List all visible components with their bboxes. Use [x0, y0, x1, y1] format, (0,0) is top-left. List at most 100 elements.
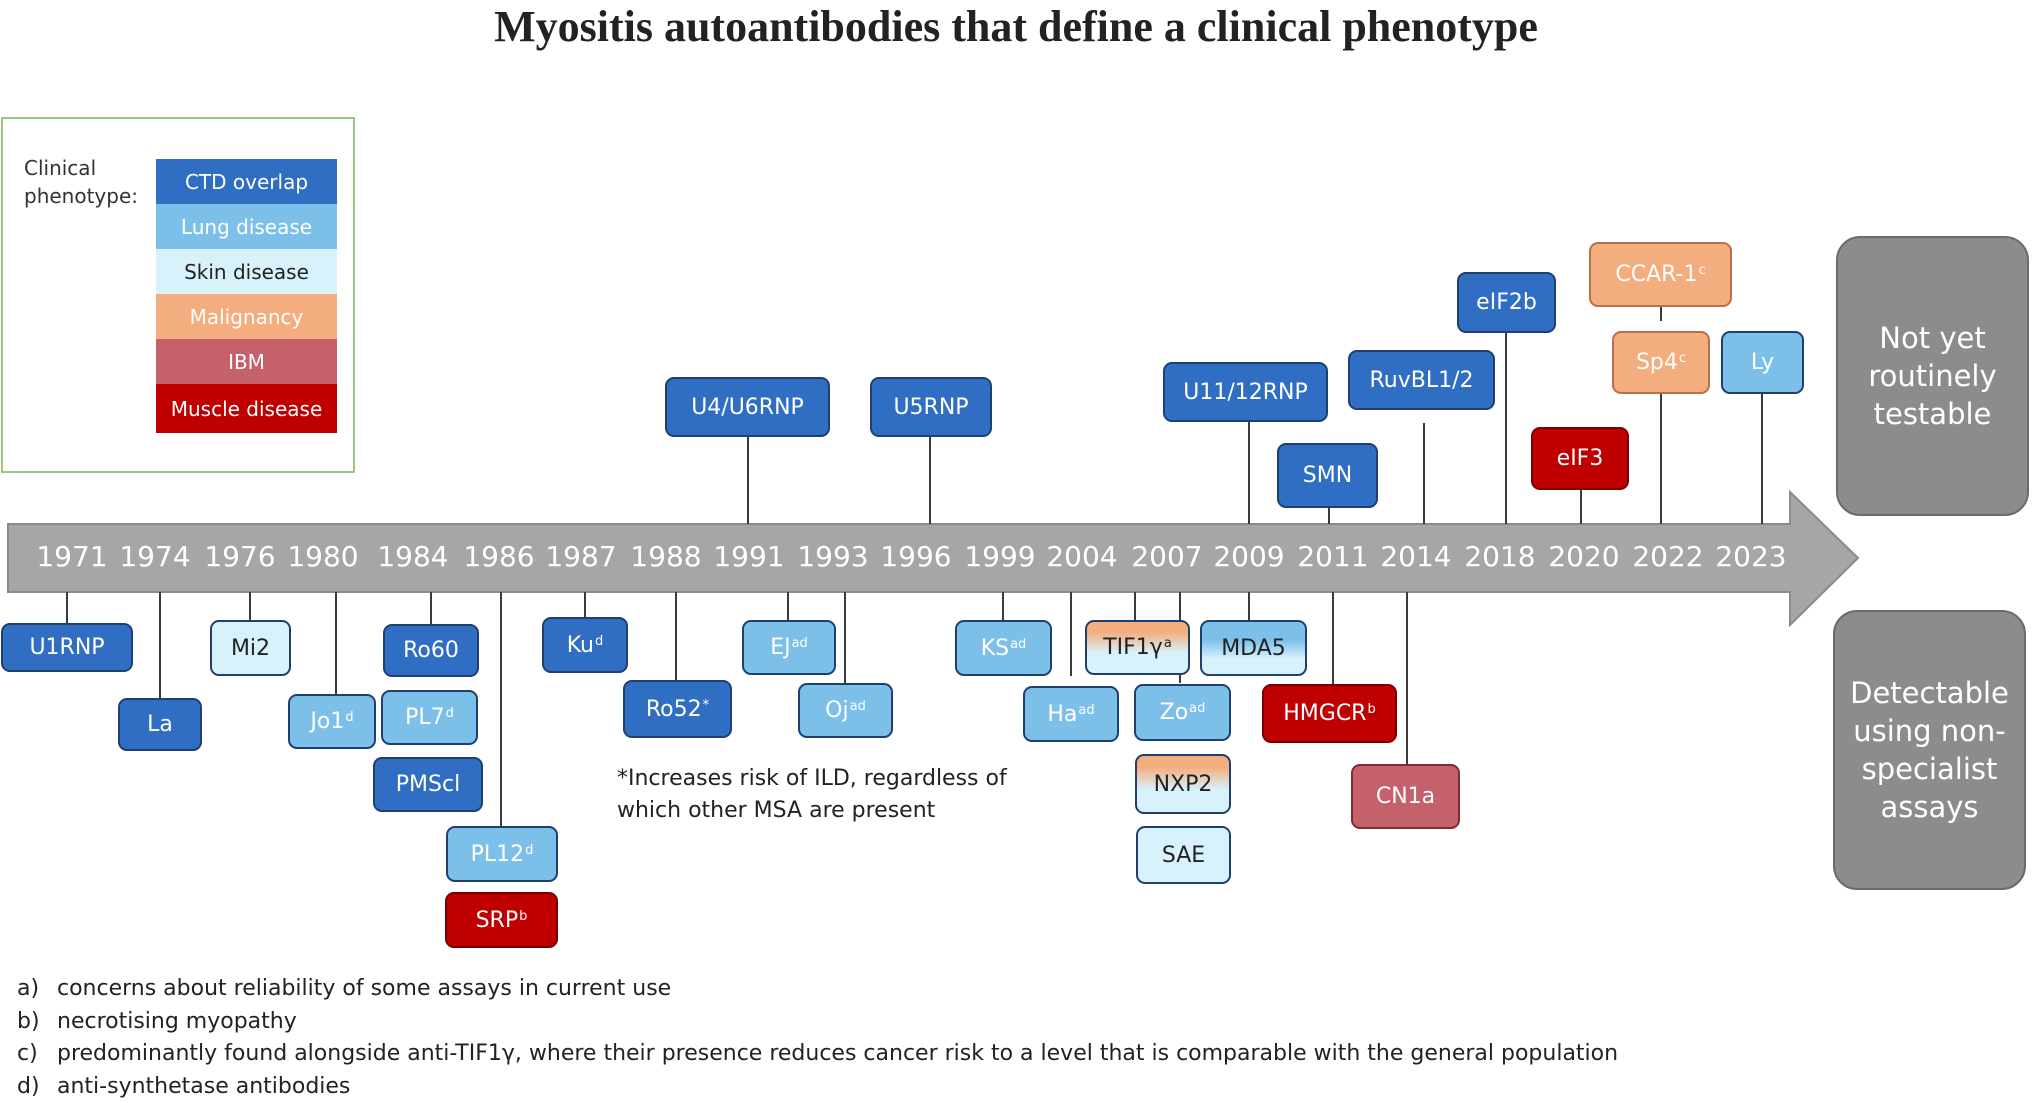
antibody-footnote-marker: c — [1698, 263, 1705, 278]
antibody-name: EJ — [770, 635, 790, 660]
antibody-footnote-marker: c — [1679, 351, 1686, 366]
antibody-footnote-marker: ad — [1189, 701, 1205, 716]
antibody-cn1a: CN1a — [1351, 764, 1460, 829]
antibody-footnote-marker: b — [519, 909, 527, 924]
antibody-name: eIF2b — [1476, 290, 1537, 315]
year-label: 1976 — [204, 540, 275, 573]
antibody-name: Ku — [567, 633, 594, 658]
antibody-nxp2: NXP2 — [1135, 754, 1231, 814]
antibody-eif3: eIF3 — [1531, 427, 1629, 490]
year-label: 1974 — [119, 540, 190, 573]
antibody-ruvbl12: RuvBL1/2 — [1348, 350, 1495, 410]
ro52-note: *Increases risk of ILD, regardless of wh… — [617, 763, 1007, 827]
year-label: 2020 — [1548, 540, 1619, 573]
antibody-footnote-marker: d — [345, 710, 353, 725]
antibody-footnote-marker: ad — [850, 699, 866, 714]
antibody-u5rnp: U5RNP — [870, 377, 992, 437]
year-label: 1988 — [630, 540, 701, 573]
footnotes: a)concerns about reliability of some ass… — [17, 973, 1618, 1103]
footnote-text: anti-synthetase antibodies — [57, 1074, 350, 1099]
antibody-name: U1RNP — [29, 635, 104, 660]
year-label: 1987 — [545, 540, 616, 573]
year-label: 1986 — [463, 540, 534, 573]
antibody-name: La — [147, 712, 173, 737]
footnote-text: predominantly found alongside anti-TIF1γ… — [57, 1041, 1618, 1066]
antibody-name: U4/U6RNP — [691, 395, 804, 420]
antibody-name: Ha — [1047, 702, 1077, 727]
antibody-sae: SAE — [1136, 826, 1231, 884]
antibody-mi2: Mi2 — [210, 620, 291, 676]
note-line: which other MSA are present — [617, 795, 1007, 827]
year-label: 2004 — [1046, 540, 1117, 573]
year-label: 2018 — [1464, 540, 1535, 573]
antibody-ro60: Ro60 — [383, 624, 479, 677]
antibody-u4u6rnp: U4/U6RNP — [665, 377, 830, 437]
footnote-key: b) — [17, 1006, 57, 1039]
not-yet-testable-box: Not yet routinely testable — [1836, 236, 2029, 516]
year-label: 1991 — [713, 540, 784, 573]
year-label: 2022 — [1632, 540, 1703, 573]
antibody-name: MDA5 — [1221, 636, 1286, 661]
antibody-name: KS — [981, 636, 1009, 661]
antibody-ro52: Ro52* — [623, 680, 732, 738]
antibody-name: Ro60 — [403, 638, 459, 663]
antibody-name: Jo1 — [310, 709, 344, 734]
year-label: 1984 — [377, 540, 448, 573]
antibody-name: Sp4 — [1636, 350, 1678, 375]
year-label: 2023 — [1715, 540, 1786, 573]
footnote-key: d) — [17, 1071, 57, 1103]
antibody-footnote-marker: * — [703, 698, 710, 713]
antibody-pmscl: PMScl — [373, 757, 483, 812]
antibody-name: Oj — [825, 698, 848, 723]
antibody-ly: Ly — [1721, 331, 1804, 394]
antibody-name: PL7 — [405, 705, 445, 730]
antibody-footnote-marker: d — [525, 843, 533, 858]
antibody-name: CCAR-1 — [1615, 262, 1697, 287]
antibody-name: HMGCR — [1283, 701, 1366, 726]
antibody-name: Mi2 — [231, 636, 270, 661]
antibody-name: SMN — [1303, 463, 1352, 488]
antibody-footnote-marker: a — [1164, 636, 1172, 651]
antibody-footnote-marker: d — [595, 634, 603, 649]
note-line: *Increases risk of ILD, regardless of — [617, 763, 1007, 795]
antibody-footnote-marker: ad — [1010, 637, 1026, 652]
footnote-d: d)anti-synthetase antibodies — [17, 1071, 1618, 1103]
antibody-name: Ly — [1751, 350, 1774, 375]
antibody-name: TIF1γ — [1103, 635, 1163, 660]
antibody-footnote-marker: ad — [1078, 703, 1094, 718]
antibody-name: SAE — [1162, 843, 1205, 868]
detectable-non-specialist-box: Detectable using non-specialist assays — [1833, 610, 2026, 890]
footnote-text: concerns about reliability of some assay… — [57, 976, 671, 1001]
antibody-name: U11/12RNP — [1183, 380, 1308, 405]
antibody-footnote-marker: ad — [792, 636, 808, 651]
antibody-smn: SMN — [1277, 443, 1378, 508]
footnote-key: a) — [17, 973, 57, 1006]
footnote-a: a)concerns about reliability of some ass… — [17, 973, 1618, 1006]
year-label: 2009 — [1213, 540, 1284, 573]
antibody-footnote-marker: b — [1367, 702, 1375, 717]
antibody-u1112rnp: U11/12RNP — [1163, 362, 1328, 422]
footnote-text: necrotising myopathy — [57, 1009, 297, 1034]
year-label: 1996 — [880, 540, 951, 573]
antibody-name: U5RNP — [893, 395, 968, 420]
antibody-name: CN1a — [1376, 784, 1435, 809]
antibody-name: PMScl — [396, 772, 460, 797]
antibody-name: NXP2 — [1154, 772, 1213, 797]
antibody-mda5: MDA5 — [1200, 620, 1307, 676]
year-label: 1999 — [964, 540, 1035, 573]
footnote-b: b)necrotising myopathy — [17, 1006, 1618, 1039]
antibody-u1rnp: U1RNP — [1, 623, 133, 672]
footnote-key: c) — [17, 1038, 57, 1071]
antibody-name: RuvBL1/2 — [1369, 368, 1473, 393]
year-label: 2014 — [1380, 540, 1451, 573]
